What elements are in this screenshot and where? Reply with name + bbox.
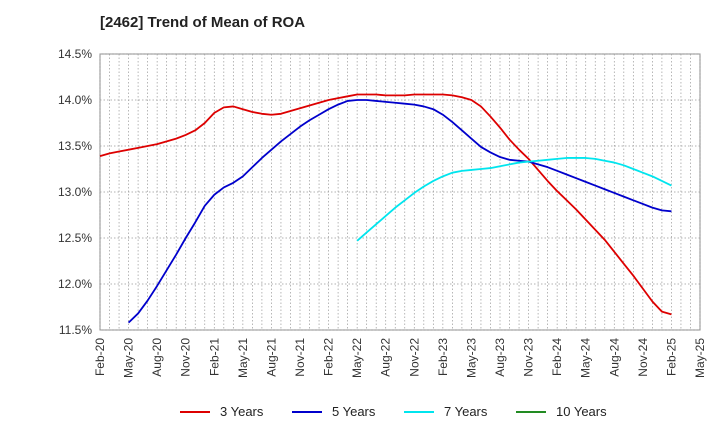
x-tick-label: Aug-23 [493,338,507,377]
legend-swatch-5-years [292,410,322,413]
y-tick-label: 11.5% [59,323,92,337]
x-tick-label: May-23 [464,338,478,378]
x-tick-label: Nov-22 [407,338,421,377]
legend-item-5-years: 5 Years [292,404,404,419]
x-tick-label: Feb-20 [93,338,107,376]
legend-item-7-years: 7 Years [404,404,516,419]
x-tick-label: May-24 [579,338,593,378]
x-tick-label: May-22 [350,338,364,378]
legend-item-10-years: 10 Years [516,404,628,419]
x-tick-label: May-25 [693,338,707,378]
x-tick-label: Aug-22 [379,338,393,377]
y-tick-label: 14.0% [58,93,92,107]
legend-label-10-years: 10 Years [556,404,607,419]
y-tick-label: 13.0% [58,185,92,199]
legend-label-7-years: 7 Years [444,404,488,419]
y-tick-label: 14.5% [58,47,92,61]
x-tick-label: Aug-21 [264,338,278,377]
y-tick-label: 12.0% [58,277,92,291]
x-tick-label: Nov-24 [636,338,650,377]
x-tick-label: Aug-20 [150,338,164,377]
chart-legend: 3 Years 5 Years 7 Years 10 Years [180,404,628,419]
x-tick-label: Feb-23 [436,338,450,376]
x-tick-label: Nov-20 [179,338,193,377]
legend-swatch-3-years [180,410,210,413]
series-line-5-years [127,99,672,324]
chart-title: [2462] Trend of Mean of ROA [100,14,306,31]
x-tick-label: May-20 [122,338,136,378]
y-tick-label: 12.5% [58,231,92,245]
x-tick-label: Nov-21 [293,338,307,377]
x-tick-label: Aug-24 [607,338,621,377]
legend-swatch-10-years [516,410,546,413]
legend-label-5-years: 5 Years [332,404,376,419]
x-tick-label: Feb-22 [322,338,336,376]
legend-label-3-years: 3 Years [220,404,264,419]
x-tick-label: Feb-21 [207,338,221,376]
series-line-3-years [99,93,672,316]
legend-item-3-years: 3 Years [180,404,292,419]
series-line-7-years [356,157,672,242]
legend-swatch-7-years [404,410,434,413]
y-tick-label: 13.5% [58,139,92,153]
x-tick-label: Feb-25 [664,338,678,376]
x-tick-label: Feb-24 [550,338,564,376]
x-tick-label: Nov-23 [522,338,536,377]
x-tick-label: May-21 [236,338,250,378]
